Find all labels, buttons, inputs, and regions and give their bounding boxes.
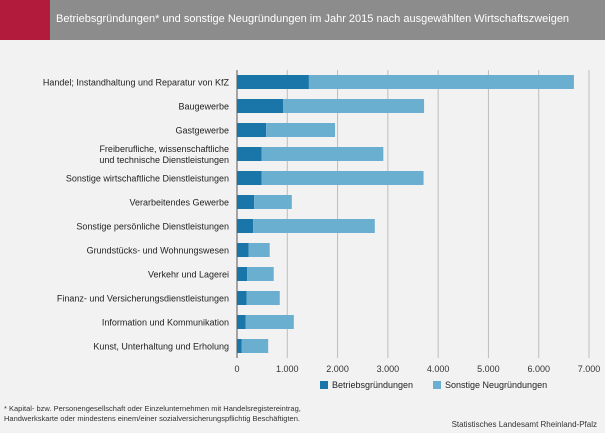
x-tick-label: 3.000 <box>377 364 400 374</box>
header: Betriebsgründungen* und sonstige Neugrün… <box>0 0 605 40</box>
category-label: Freiberufliche, wissenschaftliche <box>99 144 229 154</box>
category-label: Sonstige persönliche Dienstleistungen <box>76 222 229 232</box>
bar-sonstige-neugruendungen <box>246 291 280 305</box>
bar-betriebsgruendungen <box>237 219 254 233</box>
bar-sonstige-neugruendungen <box>254 195 292 209</box>
bar-betriebsgruendungen <box>237 339 242 353</box>
bar-betriebsgruendungen <box>237 123 267 137</box>
x-tick-label: 1.000 <box>276 364 299 374</box>
x-tick-label: 4.000 <box>427 364 450 374</box>
x-tick-label: 2.000 <box>326 364 349 374</box>
legend-label: Sonstige Neugründungen <box>445 380 547 390</box>
header-bar <box>50 0 605 40</box>
category-label: Verarbeitendes Gewerbe <box>129 198 229 208</box>
x-tick-label: 7.000 <box>578 364 601 374</box>
category-label: Verkehr und Lagerei <box>148 270 229 280</box>
category-label: Sonstige wirtschaftliche Dienstleistunge… <box>66 174 229 184</box>
category-label: Handel; Instandhaltung und Reparatur von… <box>43 78 230 88</box>
bar-betriebsgruendungen <box>237 243 249 257</box>
bar-sonstige-neugruendungen <box>253 219 375 233</box>
bar-betriebsgruendungen <box>237 171 262 185</box>
x-tick-label: 5.000 <box>477 364 500 374</box>
header-accent <box>0 0 50 40</box>
bar-betriebsgruendungen <box>237 291 247 305</box>
bar-sonstige-neugruendungen <box>283 99 425 113</box>
category-label: Gastgewerbe <box>175 126 229 136</box>
bar-betriebsgruendungen <box>237 315 246 329</box>
category-label: Information und Kommunikation <box>102 318 229 328</box>
x-tick-label: 0 <box>234 364 239 374</box>
footnote-line-2: Handwerkskarte oder mindestens einem/ein… <box>4 414 300 423</box>
category-label: Finanz- und Versicherungsdienstleistunge… <box>57 294 229 304</box>
bar-sonstige-neugruendungen <box>261 147 384 161</box>
bar-betriebsgruendungen <box>237 147 262 161</box>
category-label: und technische Dienstleistungen <box>99 155 229 165</box>
bar-sonstige-neugruendungen <box>266 123 336 137</box>
bar-sonstige-neugruendungen <box>261 171 424 185</box>
bar-betriebsgruendungen <box>237 99 284 113</box>
category-label: Baugewerbe <box>178 102 229 112</box>
bar-betriebsgruendungen <box>237 75 309 89</box>
bar-chart: 0 1.000 2.000 3.000 4.000 5.000 6.000 7.000 Hand… <box>43 70 601 390</box>
legend-swatch <box>433 381 441 389</box>
legend-swatch <box>320 381 328 389</box>
source-credit: Statistisches Landesamt Rheinland-Pfalz <box>451 420 597 429</box>
category-label: Grundstücks- und Wohnungswesen <box>87 246 229 256</box>
bar-sonstige-neugruendungen <box>245 315 294 329</box>
x-tick-label: 6.000 <box>527 364 550 374</box>
bar-sonstige-neugruendungen <box>248 243 270 257</box>
bar-sonstige-neugruendungen <box>247 267 274 281</box>
bar-sonstige-neugruendungen <box>241 339 269 353</box>
bar-sonstige-neugruendungen <box>308 75 574 89</box>
category-label: Kunst, Unterhaltung und Erholung <box>93 342 229 352</box>
chart-title: Betriebsgründungen* und sonstige Neugrün… <box>56 13 570 25</box>
bar-betriebsgruendungen <box>237 267 248 281</box>
footnote-line-1: * Kapital- bzw. Personengesellschaft ode… <box>4 404 301 413</box>
footnote: * Kapital- bzw. Personengesellschaft ode… <box>4 404 301 424</box>
bar-betriebsgruendungen <box>237 195 255 209</box>
legend-label: Betriebsgründungen <box>332 380 413 390</box>
